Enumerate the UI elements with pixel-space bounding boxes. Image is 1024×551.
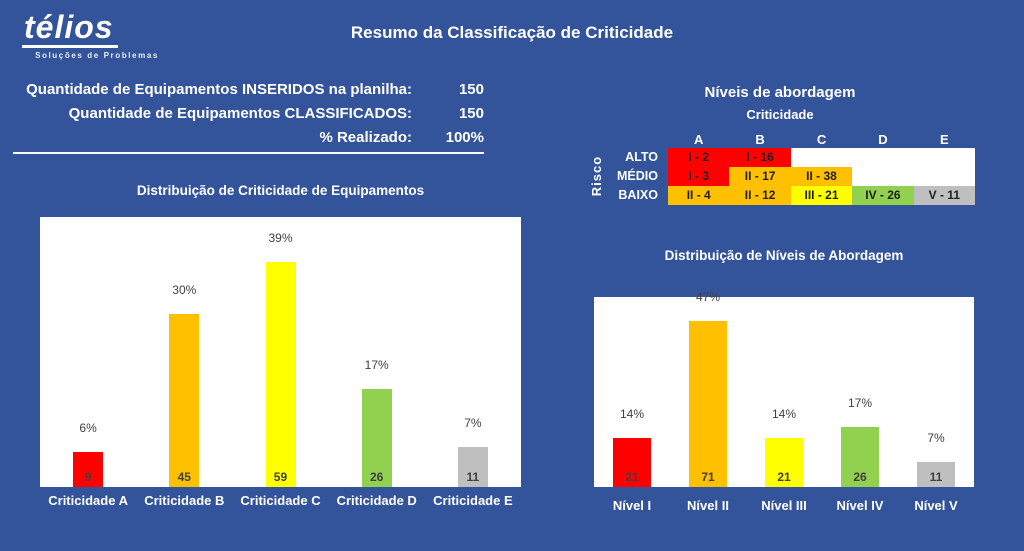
matrix-column-header: C	[816, 132, 827, 147]
bar	[613, 438, 651, 487]
bar	[169, 314, 200, 487]
bar	[841, 427, 879, 487]
criticality-chart-plot: 9 6% 45 30% 59 39% 26 17% 11 7%	[40, 217, 521, 487]
bar	[765, 438, 803, 487]
matrix-column-group-label: Criticidade	[746, 107, 814, 122]
bar-value-label: 11	[466, 470, 480, 484]
matrix-column-header: A	[694, 132, 704, 147]
brand-tagline: Soluções de Problemas	[35, 51, 159, 60]
summary-row: Quantidade de Equipamentos INSERIDOS na …	[13, 77, 484, 101]
bar-value-label: 21	[625, 470, 639, 484]
matrix-row-label: ALTO	[625, 150, 658, 164]
category-label: Nível III	[761, 498, 807, 513]
matrix-cell: V - 11	[913, 186, 976, 205]
category-label: Criticidade D	[336, 493, 417, 508]
matrix-cell	[852, 148, 914, 167]
category-label: Criticidade A	[48, 493, 128, 508]
category-label: Criticidade B	[144, 493, 225, 508]
matrix-row: BAIXO II - 4 II - 12 III - 21 IV - 26 V - 11	[585, 186, 976, 205]
bar-value-label: 26	[370, 470, 384, 484]
category-label: Criticidade E	[433, 493, 513, 508]
matrix-cell: II - 4	[668, 186, 730, 205]
summary-label: Quantidade de Equipamentos CLASSIFICADOS…	[68, 104, 412, 122]
bar-value-label: 45	[177, 470, 191, 484]
bar-percent-label: 17%	[847, 396, 873, 410]
bar-percent-label: 39%	[268, 231, 293, 245]
category-label: Nível IV	[836, 498, 884, 513]
matrix-column-header: D	[878, 132, 888, 147]
bar-percent-label: 14%	[619, 407, 645, 421]
matrix-cell: IV - 26	[852, 186, 914, 205]
matrix-cell	[913, 167, 976, 186]
bar-percent-label: 14%	[771, 407, 797, 421]
matrix-cell: III - 21	[790, 186, 853, 205]
matrix-column-header: B	[755, 132, 765, 147]
summary-value: 150	[458, 80, 484, 98]
summary-label: Quantidade de Equipamentos INSERIDOS na …	[26, 80, 412, 98]
bar	[73, 452, 104, 487]
bar	[689, 321, 727, 487]
criticality-chart-title: Distribuição de Criticidade de Equipamen…	[136, 183, 425, 198]
page-title: Resumo da Classificação de Criticidade	[350, 23, 674, 42]
bar-value-label: 26	[853, 470, 867, 484]
bar-percent-label: 17%	[364, 358, 389, 372]
bar-percent-label: 7%	[464, 416, 482, 430]
bar-percent-label: 7%	[927, 431, 945, 445]
matrix-column-header: E	[939, 132, 949, 147]
matrix-cell	[790, 148, 853, 167]
bar-value-label: 71	[701, 470, 715, 484]
bar	[265, 262, 296, 487]
bar	[917, 462, 955, 487]
criticality-chart-categories: Criticidade A Criticidade B Criticidade C C…	[40, 493, 521, 508]
matrix-row-label: BAIXO	[618, 188, 658, 202]
bar-percent-label: 47%	[695, 290, 721, 304]
bar-value-label: 11	[929, 470, 943, 484]
bar-percent-label: 30%	[172, 283, 197, 297]
matrix-cell: I - 2	[668, 148, 730, 167]
matrix-cell	[913, 148, 976, 167]
category-label: Nível I	[612, 498, 652, 513]
summary-block: Quantidade de Equipamentos INSERIDOS na …	[13, 77, 484, 154]
summary-label: % Realizado:	[319, 128, 412, 146]
matrix-row-label: MÉDIO	[617, 169, 658, 183]
matrix-title: Níveis de abordagem	[704, 84, 856, 101]
bar-value-label: 21	[777, 470, 791, 484]
matrix-cell: I - 16	[729, 148, 791, 167]
levels-chart-plot: 21 14% 71 47% 21 14% 26 17% 11 7%	[594, 290, 974, 487]
summary-row: Quantidade de Equipamentos CLASSIFICADOS…	[13, 101, 484, 125]
brand-wordmark: télios	[22, 10, 118, 48]
matrix-row: MÉDIO I - 3 II - 17 II - 38	[585, 167, 976, 186]
matrix-cell: I - 3	[668, 167, 730, 186]
category-label: Nível V	[914, 498, 958, 513]
bar-value-label: 59	[273, 470, 288, 484]
bar-percent-label: 6%	[79, 421, 97, 435]
matrix-row-cells: II - 4 II - 12 III - 21 IV - 26 V - 11	[668, 186, 976, 205]
levels-chart-title: Distribuição de Níveis de Abordagem	[664, 248, 904, 263]
matrix-column-headers: A B C D E	[668, 131, 975, 148]
matrix-cell	[852, 167, 914, 186]
bar-value-label: 9	[84, 470, 92, 484]
bar	[361, 389, 392, 487]
matrix-row-group-label: Risco	[589, 155, 604, 197]
levels-chart-categories: Nível I Nível II Nível III Nível IV Nível V	[594, 498, 974, 513]
matrix-row-cells: I - 3 II - 17 II - 38	[668, 167, 976, 186]
category-label: Nível II	[687, 498, 729, 513]
summary-row: % Realizado: 100%	[13, 125, 484, 149]
summary-value: 100%	[445, 128, 484, 146]
category-label: Criticidade C	[240, 493, 321, 508]
matrix-cell: II - 17	[729, 167, 791, 186]
bar	[457, 447, 488, 487]
summary-value: 150	[458, 104, 484, 122]
matrix-cell: II - 38	[790, 167, 853, 186]
brand-logo: télios Soluções de Problemas	[22, 10, 172, 60]
matrix-cell: II - 12	[729, 186, 791, 205]
